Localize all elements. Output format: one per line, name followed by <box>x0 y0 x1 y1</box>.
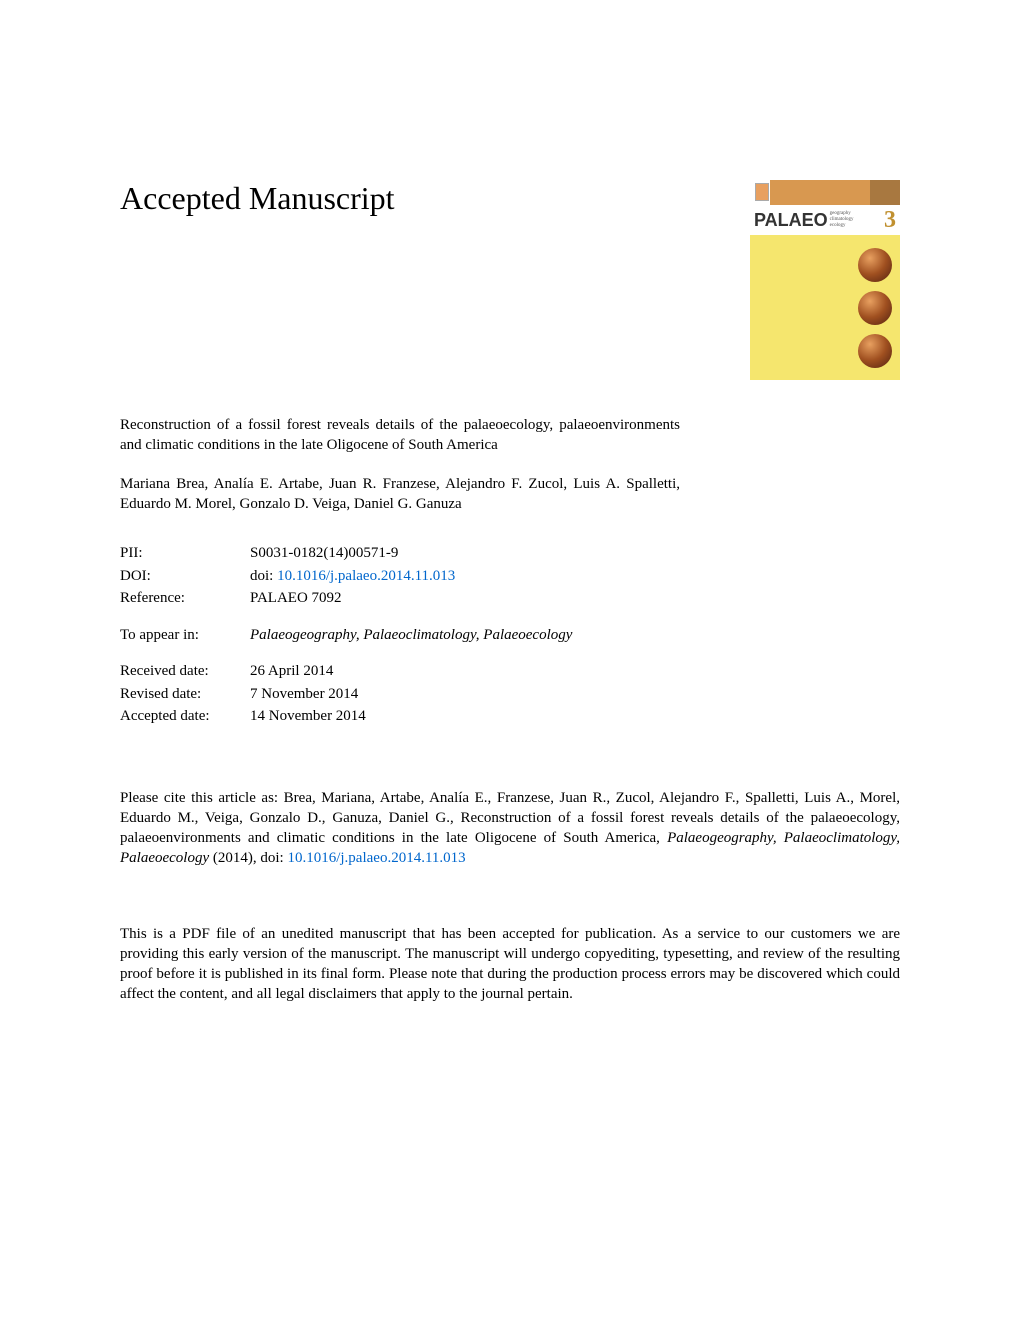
cover-body <box>750 235 900 380</box>
meta-doi-row: DOI: doi: 10.1016/j.palaeo.2014.11.013 <box>120 565 900 588</box>
meta-revised-label: Revised date: <box>120 683 250 706</box>
meta-pii-value: S0031-0182(14)00571-9 <box>250 542 900 565</box>
meta-received-value: 26 April 2014 <box>250 660 900 683</box>
meta-reference-value: PALAEO 7092 <box>250 587 900 610</box>
meta-pii-label: PII: <box>120 542 250 565</box>
meta-revised-row: Revised date: 7 November 2014 <box>120 683 900 706</box>
meta-accepted-label: Accepted date: <box>120 705 250 728</box>
meta-doi-value: doi: 10.1016/j.palaeo.2014.11.013 <box>250 565 900 588</box>
disclaimer-text: This is a PDF file of an unedited manusc… <box>120 924 900 1005</box>
citation-doi-link[interactable]: 10.1016/j.palaeo.2014.11.013 <box>287 850 465 866</box>
globe-icon <box>858 334 892 368</box>
globe-icon <box>858 291 892 325</box>
header-row: Accepted Manuscript PALAEO geography cli… <box>120 180 900 380</box>
journal-cover: PALAEO geography climatology ecology 3 <box>750 180 900 380</box>
meta-doi-label: DOI: <box>120 565 250 588</box>
meta-appear-row: To appear in: Palaeogeography, Palaeocli… <box>120 624 900 647</box>
meta-reference-label: Reference: <box>120 587 250 610</box>
doi-link[interactable]: 10.1016/j.palaeo.2014.11.013 <box>277 568 455 584</box>
meta-accepted-value: 14 November 2014 <box>250 705 900 728</box>
meta-pii-row: PII: S0031-0182(14)00571-9 <box>120 542 900 565</box>
meta-appear-value: Palaeogeography, Palaeoclimatology, Pala… <box>250 624 900 647</box>
cover-journal-name: PALAEO <box>754 210 828 231</box>
meta-reference-row: Reference: PALAEO 7092 <box>120 587 900 610</box>
cover-series-number: 3 <box>884 207 896 234</box>
elsevier-logo-icon <box>755 183 769 201</box>
globe-icon <box>858 248 892 282</box>
meta-appear-label: To appear in: <box>120 624 250 647</box>
citation-text: Please cite this article as: Brea, Maria… <box>120 788 900 869</box>
meta-revised-value: 7 November 2014 <box>250 683 900 706</box>
meta-accepted-row: Accepted date: 14 November 2014 <box>120 705 900 728</box>
cover-subtitle-block: geography climatology ecology <box>830 211 854 229</box>
cover-title-row: PALAEO geography climatology ecology 3 <box>750 205 900 235</box>
metadata-table: PII: S0031-0182(14)00571-9 DOI: doi: 10.… <box>120 542 900 728</box>
meta-received-label: Received date: <box>120 660 250 683</box>
article-title: Reconstruction of a fossil forest reveal… <box>120 415 680 456</box>
cover-top-bar <box>750 180 900 205</box>
meta-received-row: Received date: 26 April 2014 <box>120 660 900 683</box>
page-heading: Accepted Manuscript <box>120 180 395 217</box>
authors-list: Mariana Brea, Analía E. Artabe, Juan R. … <box>120 474 680 515</box>
